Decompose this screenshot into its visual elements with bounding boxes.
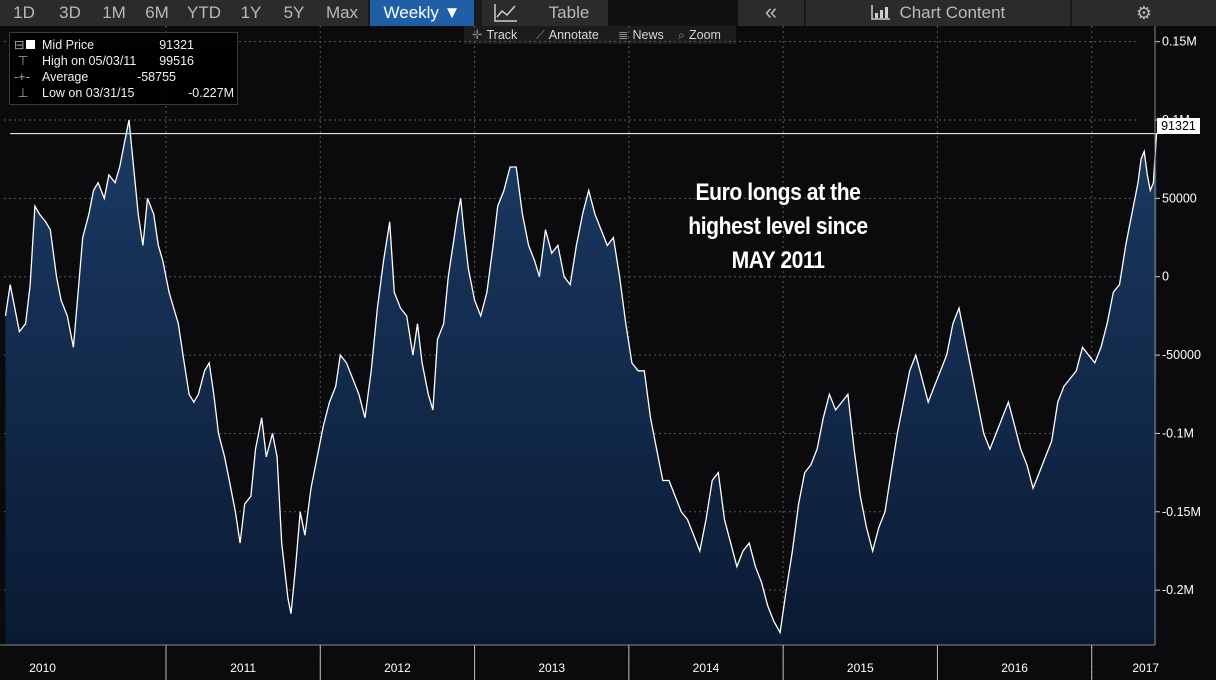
legend-mid-value: 91321 xyxy=(159,38,194,52)
y-tick-label: 0 xyxy=(1162,270,1169,284)
annotation-line-1: Euro longs at the xyxy=(695,179,861,206)
annotate-label: Annotate xyxy=(548,28,599,42)
range-1d-button[interactable]: 1D xyxy=(0,0,48,26)
x-tick-label: 2016 xyxy=(1001,661,1028,675)
legend-average-value: -58755 xyxy=(137,70,176,84)
y-tick-label: -0.15M xyxy=(1162,505,1201,519)
annotate-button[interactable]: ⟋ Annotate xyxy=(536,26,599,44)
y-tick-label: -50000 xyxy=(1162,348,1201,362)
average-marker-icon: -+- xyxy=(14,70,30,84)
x-tick-label: 2013 xyxy=(538,661,565,675)
legend-row-low: ⊥ Low on 03/31/15 -0.227M xyxy=(14,85,234,101)
news-button[interactable]: ≣ News xyxy=(618,26,664,44)
line-chart-icon xyxy=(493,4,519,27)
crosshair-icon: ✛ xyxy=(472,28,483,42)
chart-toolbar: 1D 3D 1M 6M YTD 1Y 5Y Max Weekly ▼ Table… xyxy=(0,0,1216,26)
track-button[interactable]: ✛ Track xyxy=(472,26,517,44)
x-tick-label: 2010 xyxy=(29,661,56,675)
range-max-button[interactable]: Max xyxy=(316,0,368,26)
chart-type-button[interactable] xyxy=(482,0,530,26)
legend-row-high: ⊤ High on 05/03/11 99516 xyxy=(14,53,234,69)
square-marker-icon: ⊟ xyxy=(14,37,38,53)
legend-average-label: Average xyxy=(42,70,89,84)
chart-area[interactable]: 0.15M0.1M500000-50000-0.1M-0.15M-0.2M 20… xyxy=(0,26,1216,680)
x-axis: 2010 2011 2012 2013 2014 2015 2016 2017 xyxy=(0,644,1159,680)
chart-content-button[interactable]: Chart Content xyxy=(806,0,1070,26)
legend-high-value: 99516 xyxy=(159,54,194,68)
news-icon: ≣ xyxy=(618,28,629,42)
x-tick-label: 2011 xyxy=(230,661,256,675)
annotation-line-3: MAY 2011 xyxy=(731,247,825,274)
legend-low-value: -0.227M xyxy=(188,86,234,100)
legend-high-label: High on 05/03/11 xyxy=(42,54,137,68)
y-tick-label: 0.15M xyxy=(1162,35,1197,49)
x-tick-label: 2014 xyxy=(693,661,720,675)
y-tick-label: 50000 xyxy=(1162,191,1197,205)
zoom-button[interactable]: ⌕ Zoom xyxy=(678,26,721,44)
low-marker-icon: ⊥ xyxy=(14,86,29,100)
range-3d-button[interactable]: 3D xyxy=(48,0,92,26)
chart-annotation: Euro longs at the highest level since MA… xyxy=(657,176,900,278)
chart-subtoolbar: ✛ Track ⟋ Annotate ≣ News ⌕ Zoom xyxy=(464,26,736,44)
y-tick-label: -0.2M xyxy=(1162,583,1194,597)
range-1y-button[interactable]: 1Y xyxy=(230,0,272,26)
x-tick-label: 2017 xyxy=(1132,661,1159,675)
range-5y-button[interactable]: 5Y xyxy=(272,0,316,26)
range-ytd-button[interactable]: YTD xyxy=(178,0,230,26)
legend-low-label: Low on 03/31/15 xyxy=(42,86,135,100)
range-1m-button[interactable]: 1M xyxy=(92,0,136,26)
double-chevron-left-icon[interactable]: « xyxy=(738,0,804,26)
legend-row-mid: ⊟ Mid Price 91321 xyxy=(14,37,234,53)
legend-mid-label: Mid Price xyxy=(42,38,95,52)
chart-content-icon xyxy=(870,3,900,22)
track-label: Track xyxy=(486,28,518,42)
range-6m-button[interactable]: 6M xyxy=(136,0,178,26)
toolbar-spacer xyxy=(608,0,738,26)
news-label: News xyxy=(632,28,664,42)
magnifier-icon: ⌕ xyxy=(678,28,686,42)
legend-row-average: -+- Average -58755 xyxy=(14,69,234,85)
annotation-line-2: highest level since xyxy=(688,213,868,240)
x-tick-label: 2015 xyxy=(847,661,874,675)
table-button[interactable]: Table xyxy=(530,0,608,26)
zoom-label: Zoom xyxy=(689,28,721,42)
gear-icon[interactable]: ⚙ xyxy=(1072,0,1216,26)
pencil-icon: ⟋ xyxy=(536,28,545,42)
high-marker-icon: ⊤ xyxy=(14,54,29,68)
series-line xyxy=(4,119,1158,635)
x-tick-label: 2012 xyxy=(384,661,411,675)
legend-box: ⊟ Mid Price 91321 ⊤ High on 05/03/11 995… xyxy=(9,32,238,105)
y-tick-label: -0.1M xyxy=(1162,426,1194,440)
series-area xyxy=(5,120,1157,645)
chart-content-label: Chart Content xyxy=(899,3,1006,22)
frequency-dropdown[interactable]: Weekly ▼ xyxy=(370,0,474,26)
last-value-label: 91321 xyxy=(1157,118,1200,134)
